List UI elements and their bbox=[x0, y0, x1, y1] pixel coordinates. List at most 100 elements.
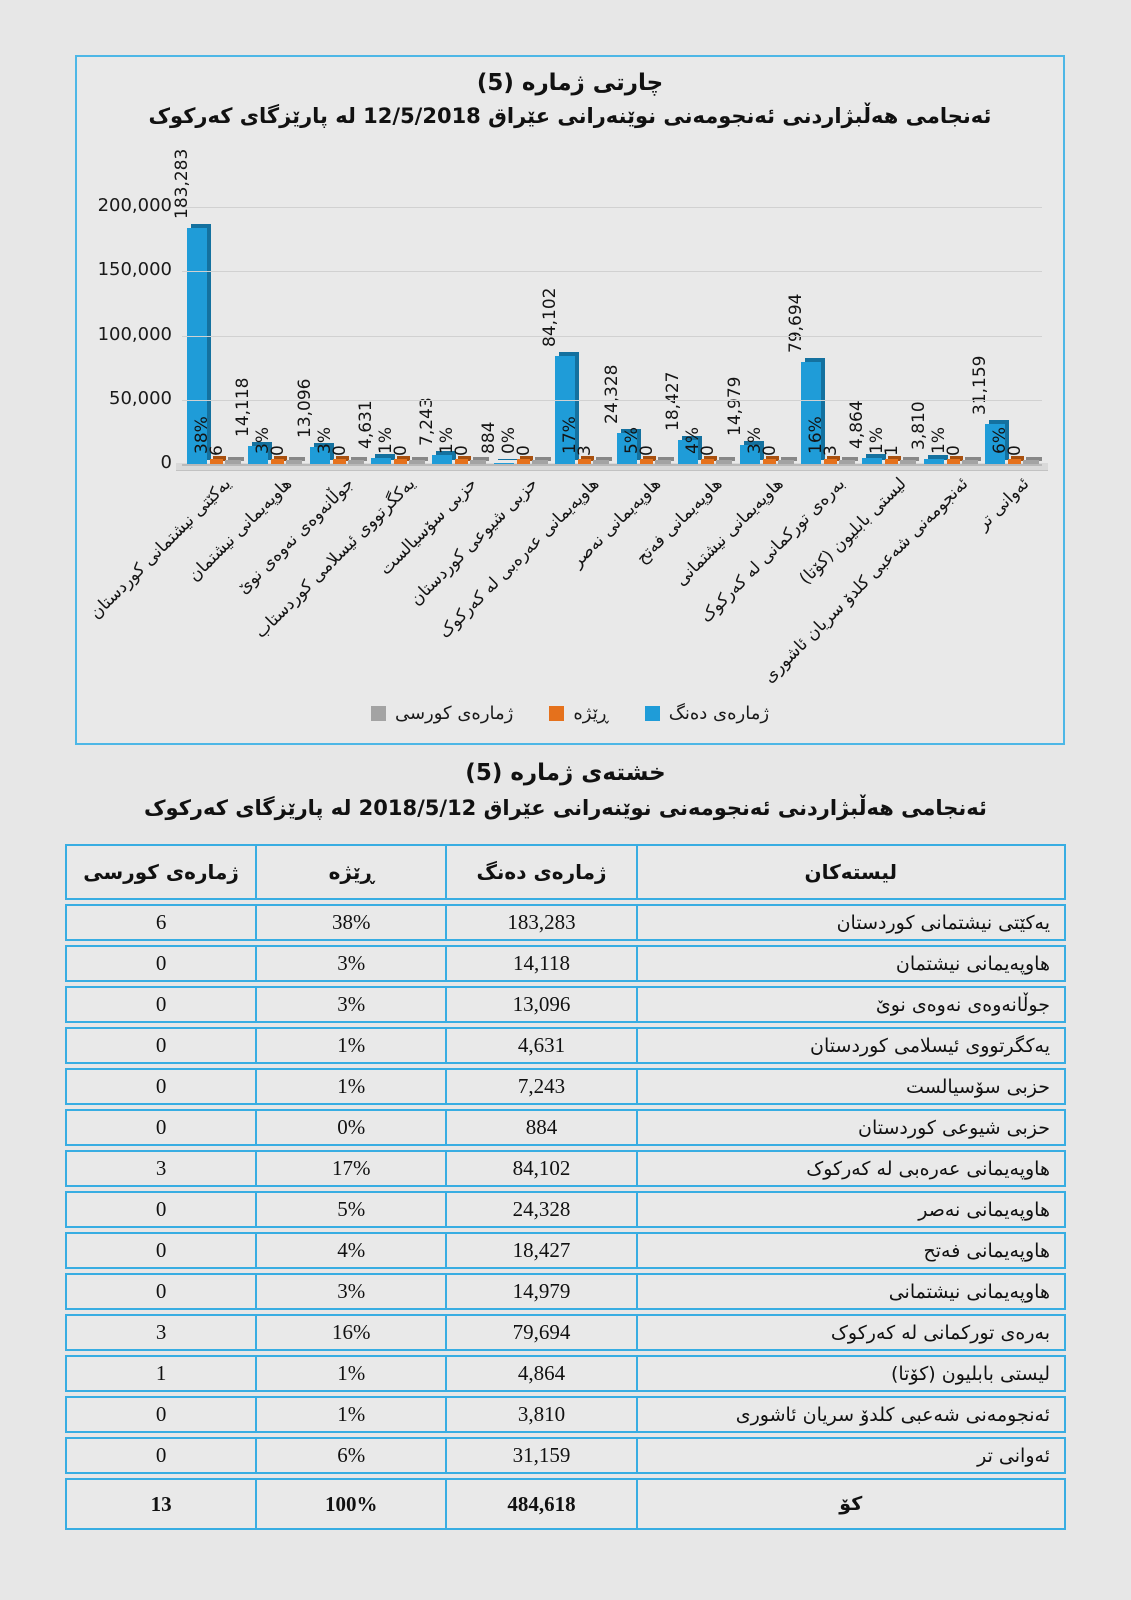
cell-votes: 14,979 bbox=[445, 1273, 636, 1310]
legend-entry: ژمارەی کورسی bbox=[370, 703, 514, 724]
cell-percent: 38% bbox=[255, 904, 446, 941]
seats-value-label: 0 bbox=[452, 445, 473, 456]
header-lists: لیستەکان bbox=[635, 844, 1066, 900]
cell-list-name: کۆ bbox=[635, 1478, 1066, 1530]
cell-votes: 79,694 bbox=[445, 1314, 636, 1351]
seats-bar bbox=[900, 460, 917, 464]
cell-seats: 0 bbox=[65, 1396, 256, 1433]
cell-votes: 7,243 bbox=[445, 1068, 636, 1105]
y-axis-tick-label: 0 bbox=[160, 452, 172, 473]
table-row: لیستی بابلیون (کۆتا) 4,864 1% 1 bbox=[65, 1355, 1066, 1392]
cell-list-name: ئەوانی تر bbox=[635, 1437, 1066, 1474]
cell-list-name: لیستی بابلیون (کۆتا) bbox=[635, 1355, 1066, 1392]
category-axis-label: لیستی بابلیون (کۆتا) bbox=[795, 474, 911, 589]
cell-votes: 4,631 bbox=[445, 1027, 636, 1064]
cell-votes: 484,618 bbox=[445, 1478, 636, 1530]
y-axis-tick-label: 200,000 bbox=[97, 195, 172, 216]
percent-bar bbox=[516, 459, 530, 464]
seats-bar bbox=[777, 460, 794, 464]
seats-bar bbox=[593, 460, 610, 464]
cell-list-name: یەکێتی نیشتمانی کوردستان bbox=[635, 904, 1066, 941]
seats-value-label: 0 bbox=[636, 445, 657, 456]
votes-bar bbox=[985, 423, 1006, 464]
table-row: یەکێتی نیشتمانی کوردستان 183,283 38% 6 bbox=[65, 904, 1066, 941]
legend-entry: ڕێژە bbox=[549, 703, 609, 724]
votes-bar bbox=[678, 440, 699, 464]
cell-list-name: ئەنجومەنی شەعبی کلدۆ سریان ئاشوری bbox=[635, 1396, 1066, 1433]
seats-value-label: 0 bbox=[698, 445, 719, 456]
votes-value-label: 13,096 bbox=[294, 378, 315, 439]
votes-value-label: 183,283 bbox=[171, 149, 192, 220]
percent-bar bbox=[885, 459, 899, 464]
cell-percent: 16% bbox=[255, 1314, 446, 1351]
votes-bar bbox=[432, 454, 453, 464]
cell-list-name: بەرەی تورکمانی له کەرکوک bbox=[635, 1314, 1066, 1351]
results-table: لیستەکان ژمارەی دەنگ ڕێژە ژمارەی کورسی ی… bbox=[65, 840, 1066, 1534]
header-percent: ڕێژە bbox=[255, 844, 446, 900]
votes-bar bbox=[801, 361, 821, 464]
table-header-row: لیستەکان ژمارەی دەنگ ڕێژە ژمارەی کورسی bbox=[65, 844, 1066, 900]
gridline bbox=[182, 207, 1042, 208]
percent-bar bbox=[578, 459, 592, 464]
cell-seats: 3 bbox=[65, 1314, 256, 1351]
cell-seats: 0 bbox=[65, 986, 256, 1023]
votes-bar bbox=[309, 447, 330, 464]
cell-votes: 4,864 bbox=[445, 1355, 636, 1392]
percent-bar bbox=[394, 459, 407, 464]
seats-bar bbox=[961, 460, 978, 464]
cell-list-name: یەکگرتووی ئیسلامی کوردستان bbox=[635, 1027, 1066, 1064]
seats-bar bbox=[531, 460, 548, 464]
cell-list-name: حزبی سۆسیالست bbox=[635, 1068, 1066, 1105]
legend-label: ژمارەی کورسی bbox=[394, 703, 514, 724]
cell-votes: 183,283 bbox=[445, 904, 636, 941]
votes-value-label: 31,159 bbox=[970, 355, 991, 415]
seats-value-label: 0 bbox=[759, 445, 780, 456]
chart-subtitle: ئەنجامی هەڵبژاردنی ئەنجومەنی نوێنەرانی ع… bbox=[148, 104, 992, 128]
percent-bar bbox=[824, 459, 837, 464]
cell-percent: 4% bbox=[255, 1232, 446, 1269]
cell-votes: 31,159 bbox=[445, 1437, 636, 1474]
table-row: بەرەی تورکمانی له کەرکوک 79,694 16% 3 bbox=[65, 1314, 1066, 1351]
cell-seats: 13 bbox=[65, 1478, 256, 1530]
election-chart-box: چارتی ژماره (5) ئەنجامی هەڵبژاردنی ئەنجو… bbox=[75, 55, 1065, 745]
votes-bar bbox=[862, 457, 883, 464]
votes-bar bbox=[739, 444, 760, 464]
table-row: جوڵانەوەی نەوەی نوێ 13,096 3% 0 bbox=[65, 986, 1066, 1023]
percent-bar bbox=[639, 459, 653, 464]
cell-seats: 0 bbox=[65, 1437, 256, 1474]
gridline bbox=[182, 271, 1042, 273]
seats-bar bbox=[654, 460, 671, 464]
cell-seats: 0 bbox=[65, 1232, 256, 1269]
table-subtitle: ئەنجامی هەڵبژاردنی ئەنجومەنی نوێنەرانی ع… bbox=[144, 796, 987, 820]
votes-bar bbox=[371, 458, 391, 464]
cell-percent: 1% bbox=[255, 1068, 446, 1105]
seats-value-label: 6 bbox=[206, 445, 227, 456]
y-axis-tick-label: 100,000 bbox=[97, 323, 172, 345]
legend-label: ڕێژە bbox=[573, 703, 609, 724]
seats-bar bbox=[286, 460, 303, 464]
category-axis-label: هاوپەیمانی نیشتمان bbox=[184, 474, 297, 586]
seats-bar bbox=[224, 460, 241, 464]
table-row: حزبی شیوعی کوردستان 884 0% 0 bbox=[65, 1109, 1066, 1146]
percent-bar bbox=[701, 459, 715, 464]
cell-percent: 17% bbox=[255, 1150, 446, 1187]
table-row: هاوپەیمانی نیشتمانی 14,979 3% 0 bbox=[65, 1273, 1066, 1310]
cell-percent: 6% bbox=[255, 1437, 446, 1474]
seats-bar bbox=[1023, 460, 1040, 464]
seats-value-label: 3 bbox=[821, 445, 841, 456]
votes-value-label: 7,243 bbox=[417, 397, 438, 446]
cell-percent: 3% bbox=[255, 986, 446, 1023]
votes-value-label: 14,979 bbox=[724, 376, 745, 436]
category-axis-label: هاوپەیمانی نیشتمانی bbox=[671, 474, 788, 591]
cell-percent: 5% bbox=[255, 1191, 446, 1228]
votes-value-label: 24,328 bbox=[601, 364, 622, 424]
cell-seats: 1 bbox=[65, 1355, 256, 1392]
y-axis-tick-label: 150,000 bbox=[97, 259, 172, 281]
votes-value-label: 84,102 bbox=[540, 287, 561, 347]
table-row: هاوپەیمانی نیشتمان 14,118 3% 0 bbox=[65, 945, 1066, 982]
cell-seats: 0 bbox=[65, 945, 256, 982]
cell-percent: 1% bbox=[255, 1396, 446, 1433]
votes-value-label: 4,864 bbox=[847, 400, 868, 449]
table-row: هاوپەیمانی فەتح 18,427 4% 0 bbox=[65, 1232, 1066, 1269]
